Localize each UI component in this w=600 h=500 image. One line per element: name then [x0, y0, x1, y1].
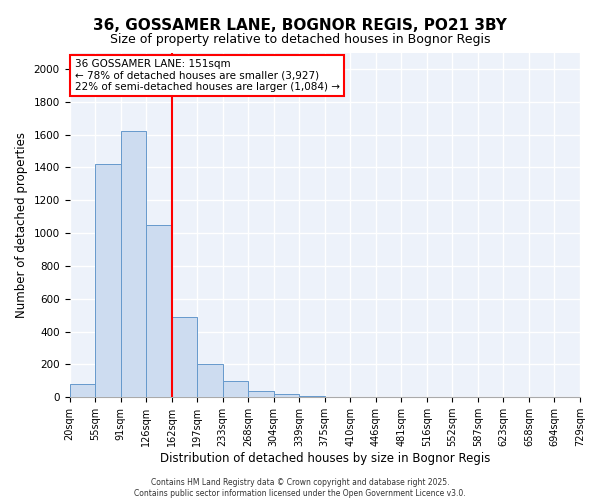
Bar — [146, 225, 172, 397]
Y-axis label: Number of detached properties: Number of detached properties — [15, 132, 28, 318]
Bar — [248, 390, 274, 397]
Text: 36, GOSSAMER LANE, BOGNOR REGIS, PO21 3BY: 36, GOSSAMER LANE, BOGNOR REGIS, PO21 3B… — [93, 18, 507, 32]
Bar — [95, 164, 121, 397]
Bar — [299, 396, 325, 397]
Text: Contains HM Land Registry data © Crown copyright and database right 2025.
Contai: Contains HM Land Registry data © Crown c… — [134, 478, 466, 498]
Bar — [197, 364, 223, 397]
Text: 36 GOSSAMER LANE: 151sqm
← 78% of detached houses are smaller (3,927)
22% of sem: 36 GOSSAMER LANE: 151sqm ← 78% of detach… — [74, 59, 340, 92]
Bar — [223, 381, 248, 397]
X-axis label: Distribution of detached houses by size in Bognor Regis: Distribution of detached houses by size … — [160, 452, 490, 465]
Text: Size of property relative to detached houses in Bognor Regis: Size of property relative to detached ho… — [110, 32, 490, 46]
Bar — [172, 317, 197, 397]
Bar — [274, 394, 299, 397]
Bar — [70, 384, 95, 397]
Bar — [121, 132, 146, 397]
